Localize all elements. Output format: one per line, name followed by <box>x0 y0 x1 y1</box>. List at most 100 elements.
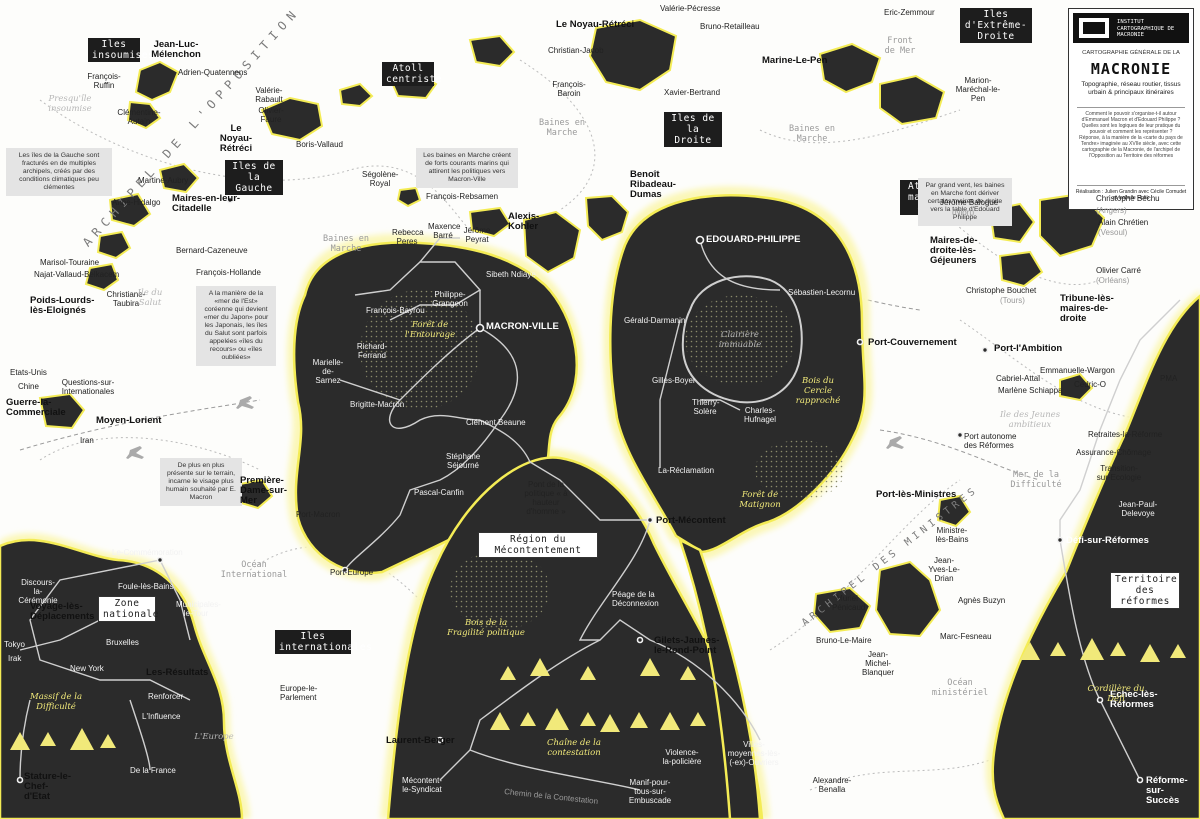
road-network <box>19 237 1181 791</box>
sublabel-tours: (Tours) <box>1000 296 1025 305</box>
sea-baines-1: Baines en Marche <box>538 118 586 138</box>
place-municipales-le-tour: Municipales-le-Tour <box>176 600 221 618</box>
place-clementine-autain: Clémentine-Autain <box>117 108 161 126</box>
place-sibeth-ndiaye: Sibeth Ndiaye <box>486 270 536 279</box>
region-foret-matignon: Forêt de Matignon <box>739 490 781 510</box>
region-presquile-insoumise: Presqu'île insoumise <box>48 94 92 114</box>
sublabel-angers: (Angers) <box>1096 206 1127 215</box>
place-marielle-de-sarnez: Marielle-de-Sarnez <box>312 358 344 385</box>
place-la-reclamation: La-Réclamation <box>658 466 715 475</box>
place-philippe-grangeon: Philippe-Grangeon <box>432 290 468 308</box>
place-stephane-sejourne: Stéphane Séjourné <box>446 452 481 470</box>
place-foule-les-bains: Foule-lès-Bains <box>118 582 174 591</box>
place-questions-internationales: Questions-sur-Internationales <box>61 378 115 396</box>
box-iles-internationales: Iles internationales <box>275 630 372 654</box>
place-de-la-france: De la France <box>130 766 176 775</box>
place-jean-paul-delevoye: Jean-Paul-Delevoye <box>1118 500 1158 518</box>
place-port-ambition: Port-l'Ambition <box>994 343 1063 354</box>
box-territoire-reformes: Territoire des réformes <box>1110 572 1180 609</box>
place-villes-moyennes: Villes-moyennes-lès-(-ex)-Ouvriers <box>727 740 781 767</box>
sea-front-de-mer: Front de Mer <box>884 36 916 56</box>
place-cabriel-attal: Cabriel-Attal <box>996 374 1041 383</box>
region-ile-salut: Ile du Salut <box>137 288 163 308</box>
box-region-mecontentement: Région du Mécontentement <box>478 532 598 558</box>
place-eric-zemmour: Eric-Zemmour <box>884 8 935 17</box>
place-jean-luc-melenchon: Jean-Luc-Mélenchon <box>151 39 201 60</box>
place-benoit-ribadeau: Benoît Ribadeau-Dumas <box>630 169 676 200</box>
place-port-couvernement: Port-Couvernement <box>868 337 957 348</box>
place-europe-parlement: Europe-le-Parlement <box>280 684 318 702</box>
box-iles-extreme-droite: Iles d'Extrême-Droite <box>960 8 1032 43</box>
sublabel-niort: (Niort) <box>952 208 975 217</box>
place-bruno-retailleau: Bruno-Retailleau <box>700 22 760 31</box>
title-kicker: CARTOGRAPHIE GÉNÉRALE DE LA <box>1082 50 1180 56</box>
place-retraites: Retraites-la-Réforme <box>1088 430 1163 439</box>
place-premiere-dame: Première-Dame-sur-Mer <box>240 475 287 506</box>
place-tokyo: Tokyo <box>4 640 25 649</box>
place-pma: PMA <box>1160 374 1178 383</box>
region-clairiere-immuable: Clairière immuable <box>718 330 762 350</box>
shipping-routes <box>19 249 1041 481</box>
sea-ocean-international: Océan International <box>220 560 288 580</box>
place-jean-yves-le-drian: Jean-Yves-Le-Drian <box>928 556 960 583</box>
sea-baines-2: Baines en Marche <box>788 124 836 144</box>
note-premiere-dame: De plus en plus présente sur le terrain,… <box>160 458 242 506</box>
region-foret-entourage: Forêt de l'Entourage <box>404 320 456 340</box>
place-xavier-bertrand: Xavier-Bertrand <box>664 88 721 97</box>
place-charles-hufnagel: Charles-Hufnagel <box>743 406 777 424</box>
place-noyau-retreci-gauche: Le Noyau-Rétréci <box>219 123 253 154</box>
place-bruno-le-maire: Bruno-Le-Maire <box>816 636 872 645</box>
city-edouard-philippe[interactable]: EDOUARD-PHILIPPE <box>706 234 801 245</box>
intro-paragraph-2: Réponse, à la manière de la «carte du pa… <box>1079 135 1183 159</box>
note-baines: Les baines en Marche créent de forts cou… <box>416 148 518 188</box>
place-emmanuelle-wargon: Emmanuelle-Wargon <box>1040 366 1115 375</box>
city-macron-ville[interactable]: MACRON-VILLE <box>486 321 559 332</box>
sea-mer-difficulte: Mer de la Difficulté <box>1010 470 1062 490</box>
place-mecontent-syndicat: Mécontent-le-Syndicat <box>402 776 443 794</box>
region-bois-cercle: Bois du Cercle rapproché <box>795 376 841 406</box>
place-richard-ferrand: Richard-Ferrand <box>356 342 388 360</box>
institute-name: INSTITUT CARTOGRAPHIQUE DE MACRONIE <box>1117 19 1175 39</box>
place-clement-beaune: Clément Beaune <box>466 418 526 427</box>
note-gauche: Les îles de la Gauche sont fracturés en … <box>6 148 112 196</box>
place-poids-lourds: Poids-Lourds-lès-Eloignés <box>30 295 95 316</box>
place-marisol-touraine: Marisol-Touraine <box>40 258 100 267</box>
place-adrien-quatennens: Adrien-Quatennens <box>178 68 248 77</box>
place-marine-le-pen: Marine-Le-Pen <box>762 55 828 66</box>
place-maires-citadelle: Maires-en-leur-Citadelle <box>172 193 241 214</box>
place-renforcer: Renforcer <box>148 692 184 701</box>
road-stops <box>16 196 1144 784</box>
place-gilets-jaunes: Gilets-Jaunes-le-Rond-Point <box>654 635 720 656</box>
place-francois-hollande: François-Hollande <box>196 268 261 277</box>
place-muriel-penicaud: Muriel Pénicaud <box>832 594 866 612</box>
region-ile-jeunes: Ile des Jeunes ambitieux <box>999 410 1061 430</box>
place-stature-chef-etat: Stature-le-Chef-d'Etat <box>24 771 71 802</box>
place-port-ministres: Port-lès-Ministres <box>876 489 957 500</box>
place-maires-dejeuners: Maires-de-droite-lès-Géjeuners <box>930 235 978 266</box>
place-christiane-taubira: Christiane-Taubira <box>106 290 146 308</box>
place-christophe-bouchet: Christophe Bouchet <box>966 286 1037 295</box>
place-jerome-balogue: Jérôme Balogue <box>940 198 999 207</box>
note-salut: A la manière de la «mer de l'Est» coréen… <box>196 286 276 366</box>
place-laurent-berger: Laurent-Berger <box>386 735 455 746</box>
box-iles-droite: Iles de la Droite <box>664 112 722 147</box>
sublabel-vesoul: (Vesoul) <box>1098 228 1128 237</box>
place-reforme-succes: Réforme-sur-Succès <box>1146 775 1188 806</box>
place-tribune-maires: Tribune-lès-maires-de-droite <box>1060 293 1114 324</box>
region-chaine-contestation: Chaîne de la contestation <box>547 738 601 758</box>
map-cartouche: INSTITUT CARTOGRAPHIQUE DE MACRONIE CART… <box>1068 8 1194 210</box>
place-francois-baroin: François-Baroin <box>552 80 586 98</box>
place-jean-michel-blanquer: Jean-Michel-Blanquer <box>861 650 895 677</box>
place-ministre-les-bains: Ministre-lès-Bains <box>935 526 969 544</box>
place-pascal-canfin: Pascal-Canfin <box>414 488 464 497</box>
place-jerome-peyrat: Jérôme Peyrat <box>463 226 491 244</box>
place-christian-jacob: Christian-Jacob <box>548 46 604 55</box>
region-massif-difficulte: Massif de la Difficulté <box>29 692 83 712</box>
map-credit: Réalisation : Julien Grandin avec Cécile… <box>1075 189 1187 201</box>
place-linfluence: L'Influence <box>142 712 181 721</box>
place-thierry-solere: Thierry-Solère <box>692 398 720 416</box>
box-iles-gauche: Iles de la Gauche <box>225 160 283 195</box>
place-port-europe: Port-Europe <box>330 568 374 577</box>
place-irak: Irak <box>8 654 22 663</box>
